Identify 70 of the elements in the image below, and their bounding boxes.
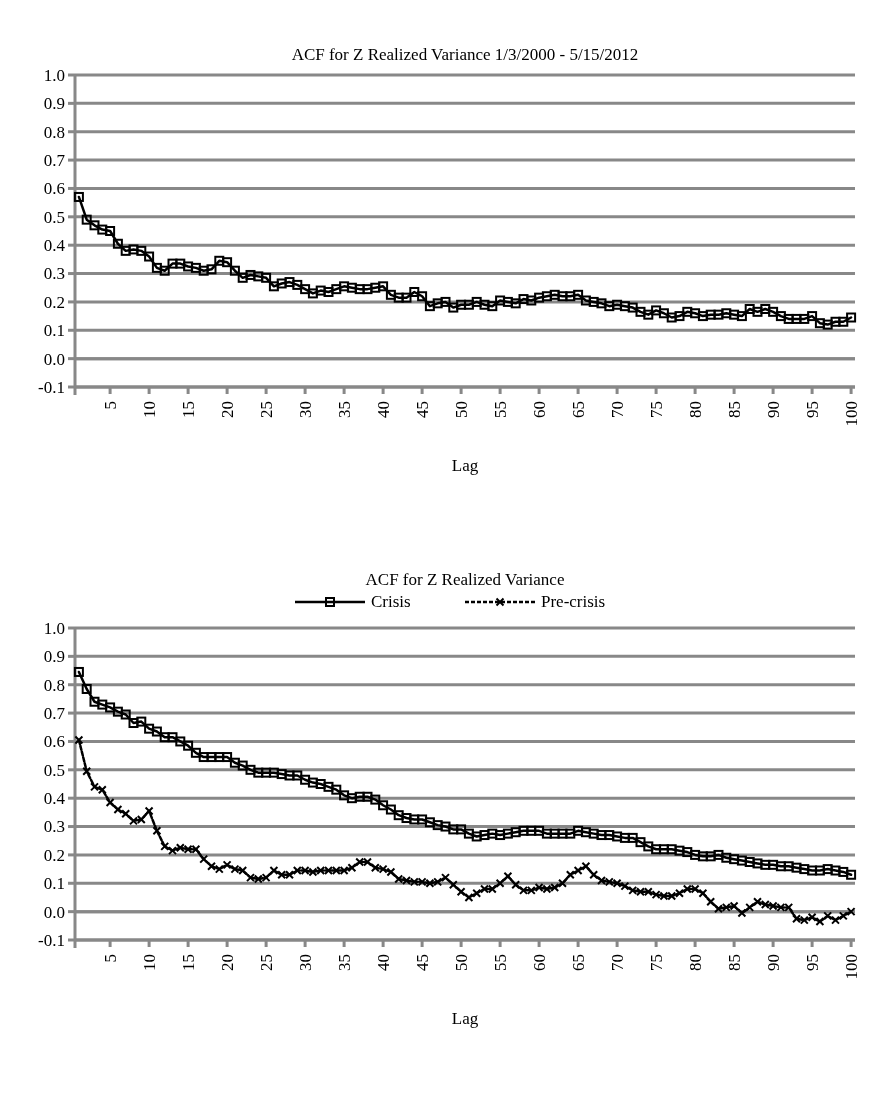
y-tick-label: 0.8 [43,675,65,695]
y-tick-label: 1.0 [43,618,65,638]
x-tick-label: 50 [452,954,472,971]
y-tick-label: 0.9 [43,647,65,667]
x-tick-label: 50 [452,401,472,418]
x-tick-label: 90 [764,401,784,418]
y-tick-label: 0.0 [43,902,65,922]
x-tick-label: 75 [647,401,667,418]
x-tick-label: 40 [374,401,394,418]
y-tick-label: 0.5 [43,760,65,780]
y-tick-label: -0.1 [38,377,65,397]
y-tick-label: 0.8 [43,122,65,142]
y-tick-label: 0.1 [43,874,65,894]
x-tick-label: 20 [218,401,238,418]
y-tick-label: 0.6 [43,732,65,752]
x-tick-label: 10 [140,954,160,971]
x-tick-label: 70 [608,954,628,971]
y-tick-label: 0.2 [43,292,65,312]
x-tick-label: 55 [491,401,511,418]
chart-title: ACF for Z Realized Variance 1/3/2000 - 5/15/2012 [291,45,639,64]
x-tick-label: 60 [530,954,550,971]
x-tick-label: 90 [764,954,784,971]
x-tick-label: 80 [686,954,706,971]
y-tick-label: 0.4 [43,789,66,809]
x-tick-label: 70 [608,401,628,418]
x-tick-label: 80 [686,401,706,418]
x-tick-label: 5 [101,401,121,410]
x-tick-label: 40 [374,954,394,971]
x-tick-label: 60 [530,401,550,418]
x-tick-label: 25 [257,401,277,418]
y-tick-label: 0.3 [43,817,65,837]
x-tick-label: 95 [803,954,823,971]
x-tick-label: 20 [218,954,238,971]
y-tick-label: 0.1 [43,321,65,341]
y-tick-label: 0.3 [43,264,65,284]
legend-label: Crisis [371,592,411,611]
y-tick-label: 0.7 [43,151,66,171]
x-tick-label: 95 [803,401,823,418]
x-tick-label: 30 [296,401,316,418]
x-tick-label: 65 [569,401,589,418]
x-tick-label: 10 [140,401,160,418]
y-tick-label: 1.0 [43,65,65,85]
x-tick-label: 45 [413,954,433,971]
x-tick-label: 65 [569,954,589,971]
y-tick-label: 0.6 [43,179,65,199]
y-tick-label: 0.5 [43,207,65,227]
x-tick-label: 30 [296,954,316,971]
x-tick-label: 25 [257,954,277,971]
x-axis-title: Lag [451,456,479,475]
x-tick-label: 85 [725,401,745,418]
x-tick-label: 85 [725,954,745,971]
y-tick-label: 0.4 [43,236,66,256]
x-tick-label: 35 [335,401,355,418]
x-axis-title: Lag [451,1009,479,1028]
y-tick-label: 0.0 [43,349,65,369]
legend-label: Pre-crisis [541,592,606,611]
x-tick-label: 55 [491,954,511,971]
x-tick-label: 100 [842,401,862,427]
x-tick-label: 35 [335,954,355,971]
y-tick-label: 0.2 [43,845,65,865]
y-tick-label: -0.1 [38,930,65,950]
y-tick-label: 0.7 [43,704,66,724]
x-tick-label: 15 [179,954,199,971]
x-tick-label: 45 [413,401,433,418]
x-tick-label: 75 [647,954,667,971]
x-tick-label: 100 [842,954,862,980]
chart-title: ACF for Z Realized Variance [365,570,565,589]
x-tick-label: 15 [179,401,199,418]
y-tick-label: 0.9 [43,94,65,114]
x-tick-label: 5 [101,954,121,963]
